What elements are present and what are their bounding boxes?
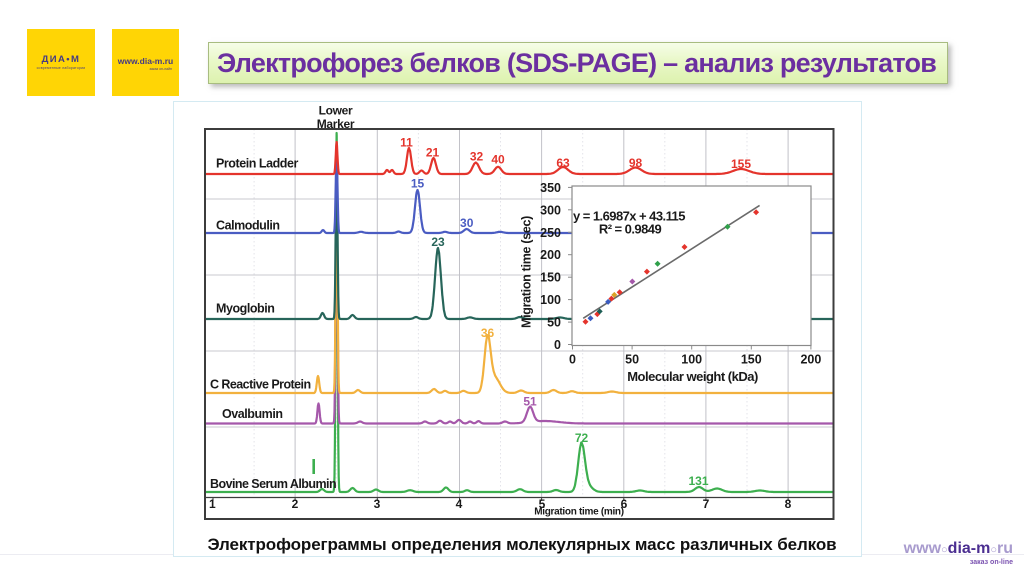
svg-text:3: 3: [374, 497, 381, 511]
svg-text:R² = 0.9849: R² = 0.9849: [599, 222, 662, 237]
svg-text:y = 1.6987x + 43.115: y = 1.6987x + 43.115: [573, 209, 685, 224]
svg-text:250: 250: [540, 226, 561, 240]
svg-text:36: 36: [481, 326, 495, 340]
svg-text:0: 0: [554, 338, 561, 352]
svg-text:4: 4: [456, 497, 463, 511]
svg-text:Calmodulin: Calmodulin: [216, 219, 280, 233]
svg-text:23: 23: [431, 235, 445, 249]
svg-text:131: 131: [688, 474, 708, 488]
svg-text:63: 63: [556, 156, 570, 170]
svg-text:Migration time (sec): Migration time (sec): [520, 216, 534, 328]
svg-text:Myoglobin: Myoglobin: [216, 302, 274, 316]
svg-text:200: 200: [540, 248, 561, 262]
svg-text:8: 8: [785, 497, 792, 511]
svg-text:Molecular weight (kDa): Molecular weight (kDa): [627, 369, 758, 384]
svg-text:100: 100: [681, 353, 702, 367]
svg-text:7: 7: [703, 497, 710, 511]
svg-text:Ovalbumin: Ovalbumin: [222, 407, 283, 421]
svg-text:0: 0: [569, 353, 576, 367]
svg-text:200: 200: [800, 353, 821, 367]
svg-text:15: 15: [411, 177, 425, 191]
svg-text:Migration time (min): Migration time (min): [534, 507, 624, 518]
svg-text:155: 155: [731, 157, 751, 171]
svg-text:30: 30: [460, 216, 474, 230]
svg-text:Protein Ladder: Protein Ladder: [216, 157, 298, 171]
svg-text:350: 350: [540, 181, 561, 195]
svg-text:C Reactive Protein: C Reactive Protein: [210, 378, 311, 392]
svg-text:50: 50: [625, 353, 639, 367]
svg-text:150: 150: [540, 271, 561, 285]
svg-text:5: 5: [539, 497, 546, 511]
svg-text:Marker: Marker: [317, 117, 355, 131]
svg-text:150: 150: [741, 353, 762, 367]
svg-text:98: 98: [629, 156, 643, 170]
svg-text:72: 72: [575, 431, 589, 445]
svg-text:300: 300: [540, 203, 561, 217]
svg-text:50: 50: [547, 316, 561, 330]
svg-text:1: 1: [209, 497, 216, 511]
svg-text:Bovine Serum Albumin: Bovine Serum Albumin: [210, 477, 336, 491]
svg-text:100: 100: [540, 293, 561, 307]
svg-text:40: 40: [491, 153, 505, 167]
svg-text:11: 11: [400, 136, 413, 150]
svg-text:32: 32: [470, 150, 484, 164]
svg-text:Lower: Lower: [319, 104, 353, 118]
svg-text:6: 6: [621, 497, 628, 511]
svg-text:2: 2: [292, 497, 299, 511]
svg-text:21: 21: [426, 146, 440, 160]
svg-text:51: 51: [523, 395, 537, 409]
